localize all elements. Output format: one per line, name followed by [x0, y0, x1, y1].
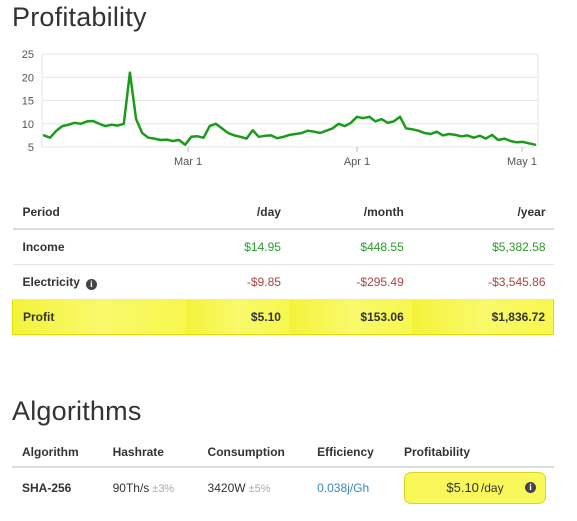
chart-y-axis: 5 10 15 20 25 — [22, 49, 34, 154]
profit-month: $153.06 — [288, 299, 412, 335]
hashrate-cell: 90Th/s ±3% — [102, 466, 198, 508]
y-tick-label: 15 — [22, 96, 34, 108]
chart-grid — [41, 53, 539, 148]
profit-pill: $5.10/day i — [404, 472, 546, 504]
electricity-label: Electricity — [22, 274, 80, 289]
algorithms-table: Algorithm Hashrate Consumption Efficienc… — [12, 438, 554, 508]
chart-series-line — [42, 71, 537, 146]
hashrate-tolerance: ±3% — [152, 483, 175, 495]
income-day: $14.95 — [186, 228, 289, 265]
table-row-profit: Profit $5.10 $153.06 $1,836.72 — [12, 299, 554, 335]
profitability-chart: 5 10 15 20 25 Mar 1 Apr 1 May 1 — [22, 49, 539, 168]
x-tick-label: Mar 1 — [174, 156, 202, 168]
profit-pill-value: $5.10 — [446, 480, 479, 495]
x-tick-label: May 1 — [507, 156, 537, 168]
electricity-month: -$295.49 — [288, 264, 412, 300]
chart-x-axis: Mar 1 Apr 1 May 1 — [174, 147, 537, 168]
y-tick-label: 5 — [28, 142, 34, 154]
electricity-cell: Electricity i — [12, 264, 187, 300]
profitability-table: Period /day /month /year Income $14.95 $… — [12, 195, 554, 335]
y-tick-label: 20 — [22, 72, 34, 84]
efficiency-value[interactable]: 0.038j/Gh — [307, 466, 394, 508]
table-header-row: Period /day /month /year — [12, 195, 554, 230]
profitability-title: Profitability — [12, 2, 147, 32]
consumption-cell: 3420W ±5% — [197, 466, 308, 508]
header-day: /day — [186, 195, 289, 230]
header-algorithm: Algorithm — [12, 438, 103, 468]
profit-day: $5.10 — [186, 299, 289, 335]
header-month: /month — [288, 195, 412, 230]
profit-pill-cell: $5.10/day i — [394, 466, 554, 508]
income-year: $5,382.58 — [411, 228, 554, 265]
profit-year: $1,836.72 — [411, 299, 554, 335]
header-profitability: Profitability — [394, 438, 554, 468]
header-efficiency: Efficiency — [307, 438, 394, 468]
electricity-day: -$9.85 — [186, 264, 289, 300]
y-tick-label: 10 — [22, 119, 34, 131]
y-tick-label: 25 — [22, 49, 34, 61]
income-label: Income — [12, 228, 187, 265]
x-tick-label: Apr 1 — [344, 156, 370, 168]
profit-pill-unit: /day — [480, 481, 504, 495]
algo-name: SHA-256 — [12, 466, 103, 508]
info-icon[interactable]: i — [85, 278, 97, 290]
algorithms-title: Algorithms — [12, 396, 142, 426]
header-hashrate: Hashrate — [102, 438, 198, 468]
income-month: $448.55 — [288, 228, 412, 265]
consumption-tolerance: ±5% — [248, 483, 271, 495]
info-icon[interactable]: i — [525, 482, 536, 493]
consumption-value: 3420W — [207, 481, 246, 495]
table-row-electricity: Electricity i -$9.85 -$295.49 -$3,545.86 — [12, 264, 554, 300]
table-row-income: Income $14.95 $448.55 $5,382.58 — [12, 228, 554, 265]
hashrate-value: 90Th/s — [112, 481, 150, 495]
header-consumption: Consumption — [197, 438, 308, 468]
profit-label: Profit — [12, 299, 187, 335]
electricity-year: -$3,545.86 — [411, 264, 554, 300]
header-period: Period — [12, 195, 187, 230]
algo-row: SHA-256 90Th/s ±3% 3420W ±5% 0.038j/Gh $5.… — [12, 466, 554, 508]
algo-header-row: Algorithm Hashrate Consumption Efficienc… — [12, 438, 554, 468]
header-year: /year — [411, 195, 554, 230]
